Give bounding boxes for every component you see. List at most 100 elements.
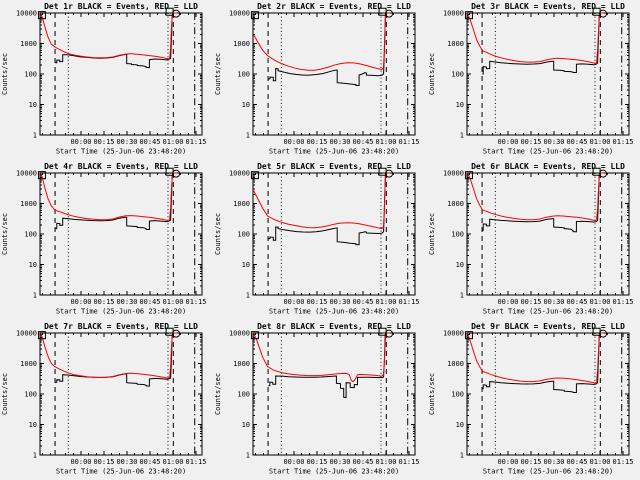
x-tick-labels: 00:00 00:15 00:30 00:45 01:00 01:15 xyxy=(70,138,206,146)
ref-lines-layer xyxy=(267,333,409,455)
y-tick-labels: 1 10 100 1000 10000 xyxy=(229,10,250,140)
lld-line xyxy=(253,172,391,230)
axes-layer xyxy=(39,332,203,456)
y-tick-labels: 1 10 100 1000 10000 xyxy=(229,330,250,460)
plot-cell-det-9r: 1 10 100 1000 10000 00:00 00:15 00:30 00:45 01:00… xyxy=(427,320,640,480)
marker-square-icon xyxy=(464,11,473,20)
x-tick-label: 00:00 xyxy=(284,298,305,306)
y-axis-label: Counts/sec xyxy=(1,373,9,415)
x-tick-label: 01:15 xyxy=(399,298,420,306)
y-tick-label: 100 xyxy=(238,71,251,79)
y-tick-label: 10 xyxy=(29,101,37,109)
y-tick-label: 100 xyxy=(238,231,251,239)
marker-circle-icon xyxy=(598,169,607,178)
x-tick-label: 00:45 xyxy=(139,458,160,466)
y-tick-label: 10 xyxy=(242,101,250,109)
plot-det-1r: 1 10 100 1000 10000 00:00 00:15 00:30 00:45 01:00… xyxy=(1,2,207,155)
y-tick-labels: 1 10 100 1000 10000 xyxy=(16,170,37,300)
x-tick-label: 00:45 xyxy=(139,138,160,146)
x-axis-label: Start Time (25-Jun-06 23:48:20) xyxy=(269,467,399,475)
axes-box xyxy=(39,12,203,136)
events-line xyxy=(481,174,600,233)
y-tick-label: 10 xyxy=(455,421,463,429)
markers-layer xyxy=(464,167,607,180)
x-tick-label: 01:00 xyxy=(162,298,183,306)
x-tick-label: 00:00 xyxy=(284,458,305,466)
marker-square-icon xyxy=(464,171,473,180)
axes-box xyxy=(466,12,630,136)
axes-box xyxy=(252,332,416,456)
axes-layer xyxy=(39,172,203,296)
y-axis-label: Counts/sec xyxy=(428,53,436,95)
events-line xyxy=(268,334,387,399)
plot-det-2r: 1 10 100 1000 10000 00:00 00:15 00:30 00:45 01:00… xyxy=(214,2,420,155)
y-tick-label: 1 xyxy=(459,451,463,459)
plot-cell-det-6r: 1 10 100 1000 10000 00:00 00:15 00:30 00:45 01:00… xyxy=(427,160,640,320)
y-tick-label: 100 xyxy=(451,231,464,239)
x-tick-label: 01:00 xyxy=(376,138,397,146)
plot-det-5r: 1 10 100 1000 10000 00:00 00:15 00:30 00:45 01:00… xyxy=(214,162,420,315)
ref-lines-layer xyxy=(481,173,622,295)
x-tick-label: 00:00 xyxy=(70,138,91,146)
x-tick-labels: 00:00 00:15 00:30 00:45 01:00 01:15 xyxy=(70,298,206,306)
ref-lines-layer xyxy=(267,173,409,295)
plot-cell-det-3r: 1 10 100 1000 10000 00:00 00:15 00:30 00:45 01:00… xyxy=(427,0,640,160)
x-tick-label: 00:15 xyxy=(93,298,114,306)
plot-title: Det 9r BLACK = Events, RED = LLD xyxy=(471,322,625,331)
y-tick-label: 1000 xyxy=(233,40,250,48)
y-tick-label: 1000 xyxy=(233,360,250,368)
y-axis-label: Counts/sec xyxy=(214,213,222,255)
x-tick-label: 00:30 xyxy=(330,138,351,146)
y-tick-labels: 1 10 100 1000 10000 xyxy=(443,170,464,300)
axes-layer xyxy=(466,12,630,136)
plot-title: Det 7r BLACK = Events, RED = LLD xyxy=(44,322,198,331)
y-tick-label: 1000 xyxy=(20,360,37,368)
y-axis-label: Counts/sec xyxy=(1,213,9,255)
plot-cell-det-4r: 1 10 100 1000 10000 00:00 00:15 00:30 00:45 01:00… xyxy=(0,160,213,320)
axes-box xyxy=(39,332,203,456)
y-tick-label: 10 xyxy=(29,261,37,269)
x-tick-labels: 00:00 00:15 00:30 00:45 01:00 01:15 xyxy=(497,458,633,466)
x-axis-label: Start Time (25-Jun-06 23:48:20) xyxy=(56,307,186,315)
markers-layer xyxy=(37,7,181,20)
marker-circle-icon xyxy=(598,329,607,338)
y-tick-label: 1 xyxy=(459,291,463,299)
marker-square-icon xyxy=(251,171,260,180)
x-axis-label: Start Time (25-Jun-06 23:48:20) xyxy=(269,307,399,315)
x-tick-label: 01:00 xyxy=(589,138,610,146)
marker-circle-icon xyxy=(172,169,181,178)
x-tick-label: 00:15 xyxy=(307,458,328,466)
axes-layer xyxy=(252,12,416,136)
markers-layer xyxy=(251,167,394,180)
marker-circle-icon xyxy=(385,169,394,178)
plot-title: Det 3r BLACK = Events, RED = LLD xyxy=(471,2,625,11)
x-tick-labels: 00:00 00:15 00:30 00:45 01:00 01:15 xyxy=(70,458,206,466)
markers-layer xyxy=(251,327,394,340)
y-tick-label: 100 xyxy=(451,391,464,399)
plot-cell-det-5r: 1 10 100 1000 10000 00:00 00:15 00:30 00:45 01:00… xyxy=(213,160,426,320)
axes-layer xyxy=(252,332,416,456)
plot-det-6r: 1 10 100 1000 10000 00:00 00:15 00:30 00:45 01:00… xyxy=(428,162,634,315)
x-tick-labels: 00:00 00:15 00:30 00:45 01:00 01:15 xyxy=(497,138,633,146)
markers-layer xyxy=(464,327,607,340)
plot-title: Det 4r BLACK = Events, RED = LLD xyxy=(44,162,198,171)
x-axis-label: Start Time (25-Jun-06 23:48:20) xyxy=(269,147,399,155)
lld-line xyxy=(40,172,177,222)
events-line xyxy=(55,334,173,387)
x-tick-label: 00:00 xyxy=(497,298,518,306)
events-line xyxy=(268,174,387,246)
x-tick-label: 00:15 xyxy=(307,298,328,306)
y-tick-label: 1 xyxy=(33,451,37,459)
y-tick-label: 1 xyxy=(246,131,250,139)
x-tick-label: 01:00 xyxy=(376,458,397,466)
y-tick-label: 100 xyxy=(451,71,464,79)
x-tick-label: 00:45 xyxy=(353,298,374,306)
marker-circle-icon xyxy=(172,329,181,338)
x-tick-label: 00:30 xyxy=(543,298,564,306)
plot-cell-det-7r: 1 10 100 1000 10000 00:00 00:15 00:30 00:45 01:00… xyxy=(0,320,213,480)
axes-layer xyxy=(39,12,203,136)
y-tick-labels: 1 10 100 1000 10000 xyxy=(16,330,37,460)
x-tick-labels: 00:00 00:15 00:30 00:45 01:00 01:15 xyxy=(497,298,633,306)
ref-lines-layer xyxy=(54,173,196,295)
y-tick-label: 10000 xyxy=(229,170,250,178)
